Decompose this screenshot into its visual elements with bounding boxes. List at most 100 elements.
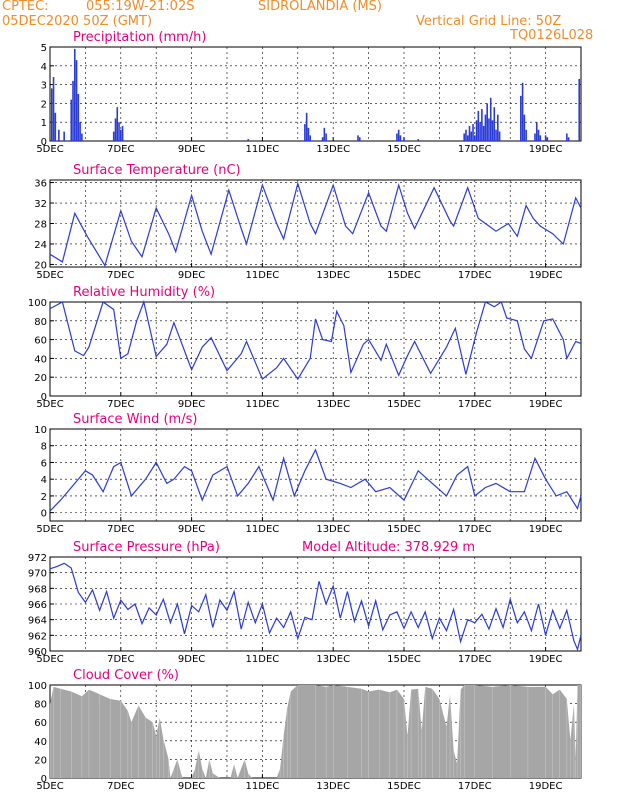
precipitation-ytick-label: 4 [41,62,47,73]
precipitation-bar [307,127,310,141]
precipitation-bar [466,135,469,141]
wind-ytick-label: 8 [41,442,47,453]
precipitation-bar [118,122,120,141]
wind-ytick-label: 10 [34,425,47,436]
header-date: 05DEC2020 50Z (GMT) [2,14,153,29]
humidity-ytick-label: 20 [34,373,47,384]
precipitation-bar [417,139,419,141]
humidity-ytick-label: 100 [28,298,47,309]
pressure-xtick-label: 13DEC [316,654,350,665]
wind-xtick-label: 19DEC [529,524,563,535]
precipitation-bar [63,131,65,141]
header-coords: 055:19W-21:02S [86,0,195,14]
wind-ytick-label: 6 [41,458,47,469]
precipitation-bar [486,103,488,141]
temperature-ytick-label: 20 [34,260,47,271]
precipitation-bar [116,107,119,141]
precipitation-bar [79,122,81,141]
precipitation-bar [477,110,480,141]
precipitation-xtick-label: 17DEC [458,144,492,155]
cloud-cover-xtick-label: 15DEC [387,781,421,792]
pressure-ytick-label: 962 [28,631,47,642]
header-grid-note: Vertical Grid Line: 50Z [416,14,562,29]
precipitation-bar [539,135,542,141]
cloud-cover-ytick-label: 80 [34,700,47,711]
precipitation-bar [475,120,478,141]
cloud-cover-xtick-label: 7DEC [107,781,134,792]
wind-series-line [49,448,582,512]
precipitation-bar [120,129,122,141]
cloud-cover-ytick-label: 40 [34,737,47,748]
humidity-frame [49,301,582,397]
temperature-ytick-label: 36 [34,179,47,190]
precipitation-bar [247,139,250,141]
precipitation-bar [399,135,402,141]
precipitation-xtick-label: 13DEC [316,144,350,155]
humidity-xtick-label: 17DEC [458,399,492,410]
precipitation-ytick-label: 3 [41,81,47,92]
temperature-ytick-label: 24 [34,240,47,251]
precipitation-bar [534,133,536,141]
cloud-cover-xtick-label: 13DEC [316,781,350,792]
precipitation-bar [544,135,547,141]
precipitation-bar [484,114,487,141]
precipitation-bar [397,129,400,141]
precipitation-bar [525,129,527,141]
precipitation-bar [578,78,581,141]
cloud-cover-ytick-label: 60 [34,718,47,729]
wind-xtick-label: 7DEC [107,524,134,535]
precipitation-bar [567,137,570,141]
pressure-xtick-label: 11DEC [246,654,280,665]
precipitation-bar [321,137,324,141]
precipitation-bar [497,114,499,141]
temperature-ytick-label: 28 [34,220,47,231]
pressure-xtick-label: 17DEC [458,654,492,665]
temperature-xtick-label: 17DEC [458,270,492,281]
humidity-xtick-label: 9DEC [178,399,205,410]
precipitation-bar [358,137,361,141]
precipitation-bar [479,122,481,141]
humidity-series-line [49,299,582,381]
wind-xtick-label: 17DEC [458,524,492,535]
pressure-ytick-label: 968 [28,584,47,595]
precipitation-bar [491,120,494,141]
precipitation-title: Precipitation (mm/h) [73,30,206,45]
precipitation-bar [465,129,467,141]
precipitation-bar [546,137,549,141]
pressure-xtick-label: 7DEC [107,654,134,665]
pressure-xtick-label: 15DEC [387,654,421,665]
pressure-xtick-label: 9DEC [178,654,205,665]
humidity-ytick-label: 0 [41,392,47,403]
precipitation-xtick-label: 19DEC [529,144,563,155]
precipitation-bar [52,77,55,141]
precipitation-bar [482,125,485,141]
humidity-ytick-label: 60 [34,336,47,347]
precipitation-bar [77,94,80,141]
pressure-series-line [49,562,582,652]
pressure-ytick-label: 964 [28,616,47,627]
pressure-annotation: Model Altitude: 378.929 m [302,540,475,555]
precipitation-ytick-label: 1 [41,118,47,129]
precipitation-bar [396,133,398,141]
temperature-xtick-label: 11DEC [246,270,280,281]
temperature-xtick-label: 7DEC [107,270,134,281]
temperature-series-line [49,181,582,267]
precipitation-bar [523,114,526,141]
temperature-xtick-label: 5DEC [36,270,63,281]
precipitation-bar [305,112,308,141]
precipitation-bar [403,137,405,141]
pressure-xtick-label: 19DEC [529,654,563,665]
precipitation-bar [323,127,326,141]
temperature-title: Surface Temperature (nC) [73,163,241,178]
precipitation-bar [325,133,327,141]
humidity-xtick-label: 13DEC [316,399,350,410]
cloud-cover-xtick-label: 9DEC [178,781,205,792]
wind-xtick-label: 5DEC [36,524,63,535]
cloud-cover-xtick-label: 17DEC [458,781,492,792]
precipitation-bar [488,118,490,141]
precipitation-bar [309,135,311,141]
precipitation-bar [493,107,496,141]
wind-frame [49,428,582,522]
precipitation-bar [535,122,538,141]
